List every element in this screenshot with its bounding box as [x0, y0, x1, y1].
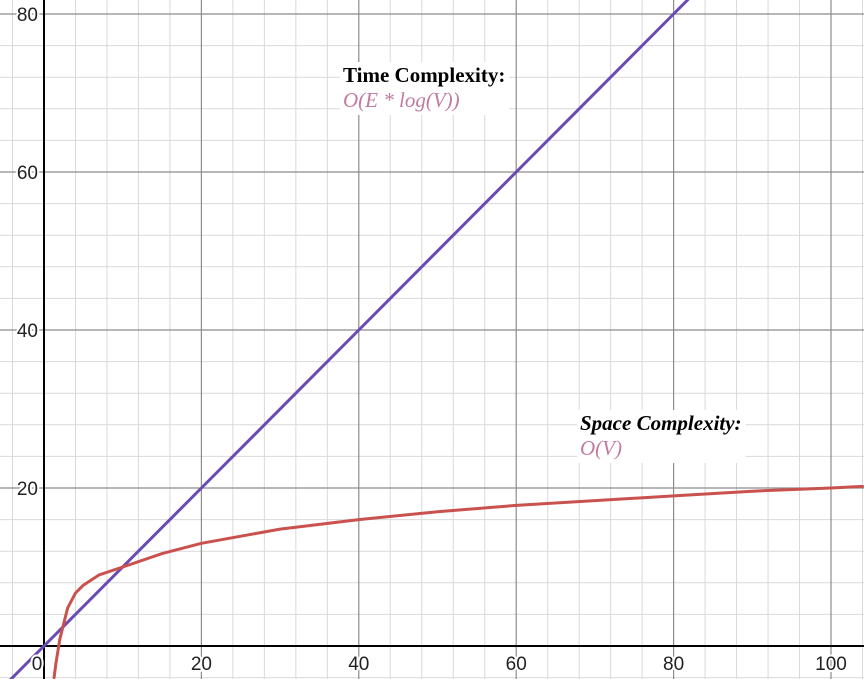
time-complexity-heading: Time Complexity:	[343, 63, 506, 87]
y-tick-label: 60	[17, 163, 38, 184]
x-tick-label: 100	[815, 654, 847, 675]
space-complexity-annotation: Space Complexity: O(V)	[577, 410, 746, 463]
x-tick-label: 20	[191, 654, 212, 675]
series-layer	[8, 0, 864, 679]
time-complexity-formula: O(E * log(V))	[343, 88, 460, 112]
y-tick-label: 40	[17, 321, 38, 342]
time-complexity-annotation: Time Complexity: O(E * log(V))	[340, 62, 510, 115]
time-complexity-line	[8, 0, 690, 679]
x-tick-label: 80	[663, 654, 684, 675]
space-complexity-formula: O(V)	[580, 436, 622, 460]
y-tick-label: 20	[17, 479, 38, 500]
x-tick-label: 40	[348, 654, 369, 675]
space-complexity-curve	[52, 484, 864, 679]
space-complexity-heading: Space Complexity:	[580, 411, 742, 435]
tick-labels: 0 20 40 60 80 100 20 40 60 80	[15, 3, 849, 677]
x-tick-label: 60	[506, 654, 527, 675]
y-tick-label: 80	[17, 5, 38, 26]
x-tick-label: 0	[32, 654, 43, 675]
